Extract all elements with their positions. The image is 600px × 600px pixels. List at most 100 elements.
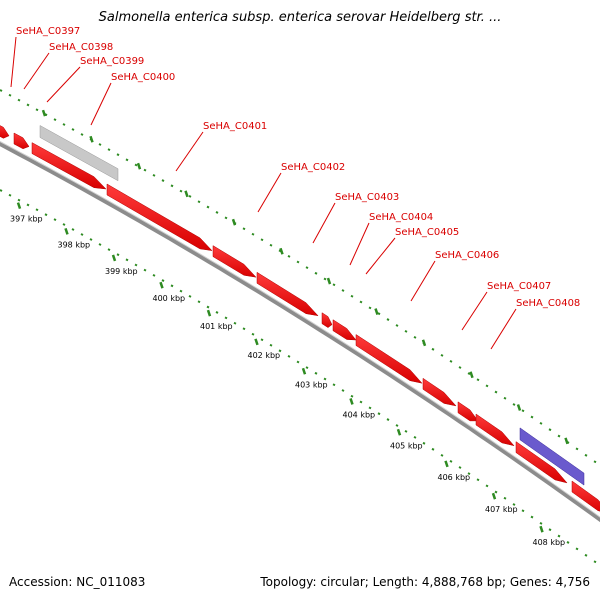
outer-tick-dot	[350, 294, 354, 298]
outer-tick-dot	[404, 329, 408, 333]
gene-arrow[interactable]	[422, 377, 457, 407]
inner-tick-dot	[35, 208, 39, 212]
outer-tick-dot	[512, 403, 516, 406]
inner-tick-dot	[539, 521, 543, 525]
gene-arrow[interactable]	[0, 123, 10, 139]
inner-tick-dot	[449, 460, 453, 463]
kbp-label: 399 kbp	[105, 267, 138, 276]
outer-kbp-tick	[89, 135, 94, 143]
gene-arrow[interactable]	[13, 132, 30, 150]
inner-tick-dot	[377, 412, 381, 416]
gene-label: SeHA_C0408	[516, 298, 580, 309]
gene-leader-line	[10, 36, 17, 88]
outer-tick-dot	[413, 335, 417, 339]
inner-tick-dot	[548, 528, 552, 532]
outer-tick-dot	[287, 255, 291, 258]
outer-tick-dot	[53, 118, 57, 121]
inner-tick-dot	[134, 263, 138, 267]
inner-tick-dot	[440, 453, 444, 457]
inner-tick-dot	[305, 366, 309, 370]
inner-tick-dot	[80, 233, 84, 236]
kbp-tick	[111, 254, 117, 262]
outer-tick-dot	[296, 260, 300, 264]
kbp-tick	[444, 460, 449, 468]
gene-arrow[interactable]	[332, 319, 357, 341]
inner-tick-dot	[521, 509, 525, 513]
inner-tick-dot	[593, 560, 597, 564]
kbp-tick	[491, 492, 497, 500]
gene-arrow[interactable]	[355, 334, 423, 384]
outer-tick-dot	[305, 266, 309, 270]
inner-tick-dot	[89, 238, 93, 241]
gene-label: SeHA_C0399	[80, 56, 144, 67]
gene-arrow[interactable]	[256, 271, 319, 317]
outer-tick-dot	[314, 271, 318, 275]
outer-tick-dot	[557, 434, 561, 438]
inner-tick-dot	[98, 243, 102, 246]
gene-label: SeHA_C0406	[435, 250, 499, 261]
inner-tick-dot	[143, 268, 147, 272]
gene-arrow[interactable]	[457, 401, 479, 422]
outer-tick-dot	[170, 184, 174, 188]
outer-tick-dot	[521, 409, 525, 413]
outer-tick-dot	[476, 378, 480, 382]
gene-arrow[interactable]	[31, 142, 107, 190]
kbp-label: 402 kbp	[248, 351, 281, 360]
gene-leader-line	[175, 131, 204, 172]
inner-tick-dot	[260, 338, 264, 342]
inner-tick-dot	[332, 383, 336, 387]
outer-tick-dot	[188, 194, 192, 198]
outer-tick-dot	[179, 189, 183, 193]
outer-kbp-tick	[564, 437, 569, 445]
outer-tick-dot	[0, 89, 3, 92]
inner-tick-dot	[557, 534, 561, 538]
gene-layer[interactable]	[0, 123, 600, 514]
inner-tick-dot	[26, 203, 30, 207]
gene-arrow[interactable]	[475, 413, 515, 447]
gene-arrow[interactable]	[106, 183, 213, 251]
gene-arrow[interactable]	[571, 480, 600, 514]
gene-arrow[interactable]	[515, 441, 568, 484]
rna-gene-box[interactable]	[519, 427, 585, 486]
outer-tick-dot	[215, 211, 219, 214]
kbp-label: 397 kbp	[10, 215, 43, 224]
outer-tick-dot	[386, 318, 390, 321]
inner-tick-dot	[62, 223, 66, 226]
outer-tick-dot	[368, 306, 372, 310]
outer-tick-dot	[35, 108, 39, 112]
inner-tick-dot	[44, 213, 48, 217]
inner-tick-dot	[116, 253, 120, 257]
inner-tick-dot	[341, 389, 345, 392]
gene-arrow[interactable]	[321, 312, 333, 328]
gene-label: SeHA_C0403	[335, 192, 399, 203]
inner-tick-dot	[53, 218, 57, 221]
outer-tick-dot	[71, 128, 75, 131]
kbp-tick	[349, 398, 354, 405]
kbp-label: 403 kbp	[295, 380, 328, 389]
kbp-tick	[16, 202, 22, 209]
inner-tick-dot	[314, 371, 318, 375]
inner-tick-dot	[269, 343, 273, 347]
kbp-tick	[159, 281, 164, 289]
inner-tick-dot	[71, 228, 75, 231]
gene-leader-line	[312, 202, 336, 244]
outer-tick-dot	[80, 133, 84, 136]
inner-tick-dot	[404, 429, 408, 433]
outer-tick-dot	[467, 372, 471, 375]
map-title: Salmonella enterica subsp. enterica sero…	[98, 10, 502, 25]
outer-tick-dot	[539, 421, 543, 425]
pseudo-gene-box[interactable]	[39, 125, 119, 182]
outer-kbp-tick	[184, 190, 189, 198]
gene-label: SeHA_C0398	[49, 42, 113, 53]
kbp-label: 406 kbp	[438, 473, 471, 482]
kbp-tick	[396, 428, 402, 436]
outer-kbp-tick	[469, 371, 474, 379]
inner-tick-dot	[575, 547, 579, 551]
inner-tick-dot	[359, 400, 363, 404]
gene-label: SeHA_C0404	[369, 212, 433, 223]
genome-summary-text: Topology: circular; Length: 4,888,768 bp…	[260, 575, 590, 589]
inner-tick-dot	[206, 305, 210, 309]
inner-tick-dot	[233, 321, 237, 325]
gene-arrow[interactable]	[212, 245, 257, 278]
